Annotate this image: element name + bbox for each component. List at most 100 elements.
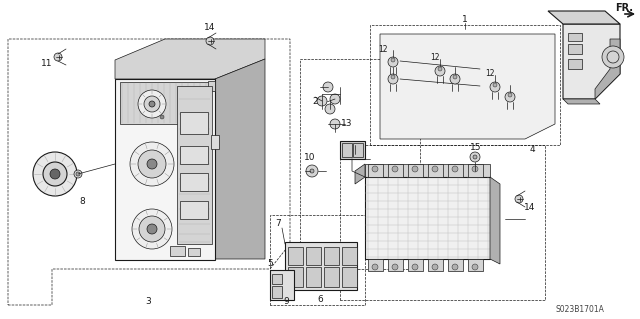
Text: 10: 10 — [304, 152, 316, 161]
Circle shape — [438, 67, 442, 71]
Polygon shape — [408, 164, 423, 177]
Bar — [288, 247, 303, 265]
Circle shape — [392, 166, 398, 172]
Circle shape — [515, 195, 523, 203]
Text: 13: 13 — [341, 120, 353, 129]
Circle shape — [505, 92, 515, 102]
Text: FR.: FR. — [615, 3, 633, 13]
Circle shape — [306, 165, 318, 177]
Polygon shape — [355, 164, 365, 184]
Circle shape — [432, 264, 438, 270]
Polygon shape — [408, 259, 423, 271]
Bar — [208, 81, 215, 91]
Text: 12: 12 — [485, 70, 495, 78]
Text: 14: 14 — [524, 203, 536, 211]
Circle shape — [76, 172, 80, 176]
Bar — [568, 33, 582, 41]
Circle shape — [50, 169, 60, 179]
Bar — [180, 173, 208, 191]
Circle shape — [43, 162, 67, 186]
Text: 7: 7 — [275, 219, 281, 228]
Polygon shape — [365, 164, 490, 177]
Text: 11: 11 — [41, 60, 52, 69]
Bar — [272, 286, 282, 298]
Circle shape — [508, 93, 512, 97]
Polygon shape — [115, 79, 215, 260]
Text: 8: 8 — [79, 197, 85, 205]
Circle shape — [74, 170, 82, 178]
Bar — [342, 267, 357, 287]
Circle shape — [472, 166, 478, 172]
Circle shape — [412, 264, 418, 270]
Polygon shape — [380, 34, 555, 139]
Circle shape — [325, 104, 335, 114]
Circle shape — [149, 101, 155, 107]
Circle shape — [33, 152, 77, 196]
Text: 12: 12 — [378, 44, 388, 54]
Polygon shape — [428, 259, 443, 271]
Circle shape — [138, 90, 166, 118]
Circle shape — [310, 169, 314, 173]
Polygon shape — [215, 59, 265, 259]
Circle shape — [435, 66, 445, 76]
Text: 2: 2 — [312, 97, 318, 106]
Text: 12: 12 — [430, 53, 440, 62]
Bar — [306, 267, 321, 287]
Bar — [288, 267, 303, 287]
Circle shape — [490, 82, 500, 92]
Text: 15: 15 — [470, 143, 482, 152]
Text: 5: 5 — [267, 258, 273, 268]
Polygon shape — [368, 164, 383, 177]
Circle shape — [330, 119, 340, 129]
Polygon shape — [548, 11, 620, 24]
Circle shape — [453, 75, 457, 79]
Circle shape — [452, 166, 458, 172]
Polygon shape — [563, 24, 620, 99]
Circle shape — [391, 75, 395, 79]
Bar — [342, 143, 352, 157]
Circle shape — [388, 57, 398, 67]
Polygon shape — [563, 99, 600, 104]
Circle shape — [138, 150, 166, 178]
Circle shape — [472, 264, 478, 270]
Polygon shape — [448, 164, 463, 177]
Circle shape — [602, 46, 624, 68]
Circle shape — [144, 96, 160, 112]
Circle shape — [432, 166, 438, 172]
Bar — [324, 247, 339, 265]
Bar — [342, 247, 357, 265]
Text: 6: 6 — [317, 294, 323, 303]
Bar — [120, 82, 210, 124]
Polygon shape — [595, 39, 620, 99]
Bar — [177, 86, 212, 244]
Circle shape — [450, 74, 460, 84]
Bar — [211, 135, 219, 149]
Circle shape — [607, 51, 619, 63]
Polygon shape — [448, 259, 463, 271]
Bar — [306, 247, 321, 265]
Bar — [180, 146, 208, 164]
Bar — [270, 270, 294, 300]
Bar — [180, 201, 208, 219]
Polygon shape — [468, 259, 483, 271]
Bar — [188, 248, 200, 256]
Circle shape — [317, 96, 327, 106]
Text: 4: 4 — [529, 145, 535, 153]
Text: S023B1701A: S023B1701A — [556, 305, 604, 314]
Bar — [340, 141, 365, 159]
Bar — [568, 59, 582, 69]
Circle shape — [388, 74, 398, 84]
Circle shape — [147, 159, 157, 169]
Bar — [285, 242, 357, 290]
Text: 1: 1 — [462, 14, 468, 24]
Circle shape — [473, 155, 477, 159]
Bar — [180, 112, 208, 134]
Circle shape — [147, 224, 157, 234]
Polygon shape — [115, 39, 265, 79]
Bar — [272, 274, 282, 284]
Polygon shape — [468, 164, 483, 177]
Bar — [324, 267, 339, 287]
Circle shape — [139, 216, 165, 242]
Circle shape — [412, 166, 418, 172]
Polygon shape — [490, 177, 500, 264]
